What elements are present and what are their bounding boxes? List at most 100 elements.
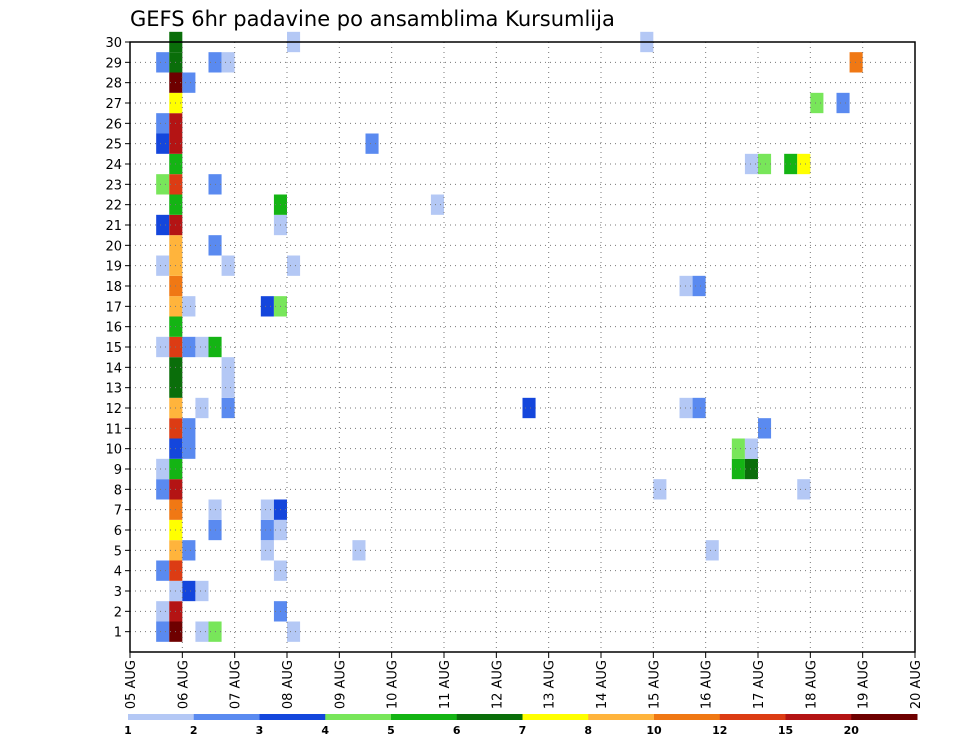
y-tick-label: 6	[114, 524, 122, 539]
colorbar-tick-label: 7	[519, 724, 527, 737]
heatmap-cell	[156, 52, 170, 73]
y-tick-label: 24	[105, 158, 122, 173]
y-tick-label: 9	[114, 463, 122, 478]
heatmap-cell	[260, 540, 274, 561]
x-tick-label: 12 AUG	[490, 660, 505, 709]
heatmap-cell	[156, 113, 170, 134]
heatmap-cell	[679, 397, 693, 419]
colorbar-tick-label: 5	[387, 724, 395, 737]
heatmap-cell	[797, 479, 811, 500]
colorbar-swatch	[785, 714, 852, 720]
heatmap-cell	[522, 397, 536, 419]
heatmap-cell	[692, 397, 706, 419]
colorbar-swatch	[588, 714, 655, 720]
colorbar-tick-label: 3	[256, 724, 264, 737]
heatmap-cell	[758, 153, 772, 175]
heatmap-cell	[156, 479, 170, 500]
y-tick-label: 7	[114, 504, 122, 519]
colorbar-swatch	[325, 714, 392, 720]
x-tick-label: 10 AUG	[386, 660, 401, 709]
heatmap-cell	[731, 458, 745, 480]
heatmap-cell	[744, 458, 758, 480]
y-tick-label: 27	[105, 97, 122, 112]
colorbar-tick-label: 4	[321, 724, 329, 737]
x-tick-label: 20 AUG	[909, 660, 924, 709]
colorbar-swatch	[456, 714, 523, 720]
x-tick-label: 05 AUG	[124, 660, 139, 709]
y-tick-label: 15	[105, 341, 122, 356]
x-tick-label: 17 AUG	[752, 660, 767, 709]
heatmap-cell	[744, 438, 758, 459]
heatmap-cells	[156, 31, 863, 642]
colorbar: 1 2 3 4 5 6 7 8 10 12 15 20	[124, 714, 918, 737]
heatmap-cell	[182, 418, 196, 439]
heatmap-cell	[156, 174, 170, 195]
heatmap-cell	[260, 519, 274, 541]
heatmap-cell	[195, 580, 209, 602]
heatmap-cell	[352, 540, 366, 561]
y-tick-label: 22	[105, 199, 122, 214]
colorbar-tick-label: 10	[646, 724, 662, 737]
colorbar-swatch	[654, 714, 721, 720]
heatmap-cell	[221, 397, 235, 419]
heatmap-cell	[758, 418, 772, 439]
x-tick-label: 19 AUG	[857, 660, 872, 709]
heatmap-cell	[182, 336, 196, 358]
y-tick-label: 10	[105, 443, 122, 458]
y-tick-label: 23	[105, 178, 122, 193]
heatmap-cell	[849, 52, 863, 73]
heatmap-cell	[182, 580, 196, 602]
colorbar-tick-label: 15	[778, 724, 793, 737]
y-tick-label: 3	[114, 585, 122, 600]
heatmap-cell	[221, 357, 235, 378]
x-tick-label: 08 AUG	[281, 660, 296, 709]
y-axis: 1234567891011121314151617181920212223242…	[105, 36, 130, 641]
heatmap-cell	[221, 255, 235, 276]
colorbar-tick-label: 12	[712, 724, 727, 737]
heatmap-cell	[705, 540, 719, 561]
colorbar-swatch	[128, 714, 195, 720]
y-tick-label: 19	[105, 260, 122, 275]
colorbar-swatch	[719, 714, 786, 720]
colorbar-swatch	[851, 714, 918, 720]
y-tick-label: 4	[114, 565, 122, 580]
heatmap-cell	[287, 255, 301, 276]
y-tick-label: 14	[105, 361, 122, 376]
x-tick-label: 13 AUG	[543, 660, 558, 709]
y-tick-label: 2	[114, 605, 122, 620]
heatmap-cell	[156, 621, 170, 642]
heatmap-cell	[156, 255, 170, 276]
heatmap-cell	[260, 296, 274, 317]
heatmap-cell	[679, 275, 693, 297]
x-tick-label: 07 AUG	[229, 660, 244, 709]
y-tick-label: 8	[114, 483, 122, 498]
heatmap-cell	[810, 92, 824, 114]
y-tick-label: 18	[105, 280, 122, 295]
y-tick-label: 29	[105, 56, 122, 71]
y-tick-label: 12	[105, 402, 122, 417]
y-tick-label: 20	[105, 239, 122, 254]
heatmap-cell	[156, 560, 170, 581]
y-tick-label: 30	[105, 36, 122, 51]
heatmap-cell	[195, 397, 209, 419]
y-tick-label: 25	[105, 138, 122, 153]
heatmap-cell	[156, 214, 170, 236]
y-tick-label: 5	[114, 544, 122, 559]
heatmap-cell	[836, 92, 850, 114]
colorbar-swatch	[193, 714, 260, 720]
x-tick-label: 09 AUG	[333, 660, 348, 709]
y-tick-label: 26	[105, 117, 122, 132]
y-tick-label: 16	[105, 321, 122, 336]
heatmap-cell	[692, 275, 706, 297]
y-tick-label: 11	[105, 422, 122, 437]
chart-title: GEFS 6hr padavine po ansamblima Kursumli…	[130, 7, 615, 31]
heatmap-cell	[731, 438, 745, 459]
heatmap-cell	[156, 458, 170, 480]
plot-frame	[129, 41, 916, 653]
colorbar-tick-label: 2	[190, 724, 198, 737]
heatmap-cell	[195, 621, 209, 642]
colorbar-tick-label: 6	[453, 724, 461, 737]
heatmap-cell	[182, 296, 196, 317]
x-axis: 05 AUG 06 AUG 07 AUG 08 AUG 09 AUG 10 AUG 11 A…	[124, 652, 924, 709]
